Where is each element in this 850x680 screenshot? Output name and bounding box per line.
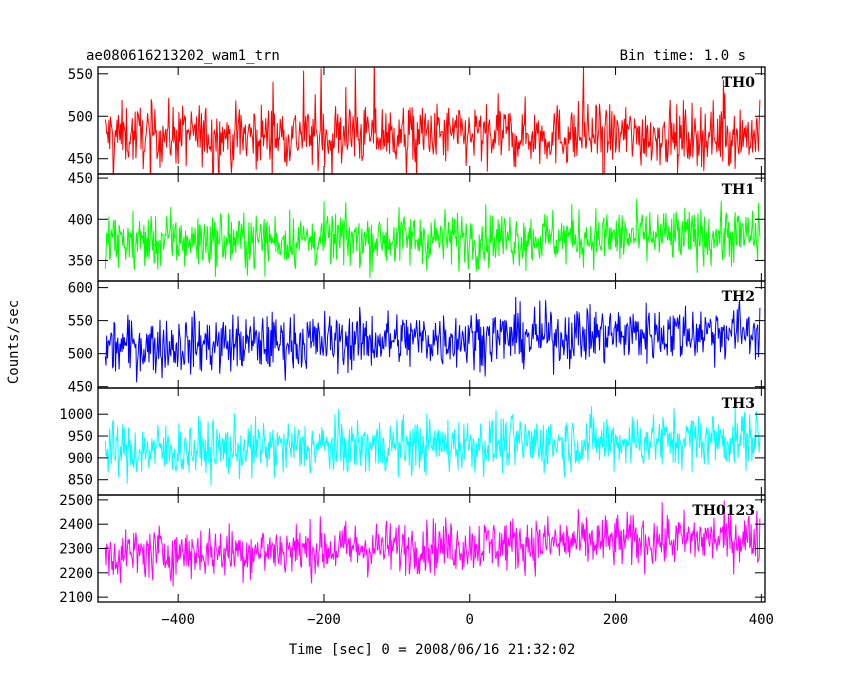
panel-label-th2: TH2 — [722, 289, 755, 305]
y-tick-label-th3: 850 — [68, 473, 93, 489]
panels-group: 450 500 550 TH0 350 400 450 TH1 450 500 550 600 TH2 8… — [59, 66, 774, 628]
x-tick-label: 400 — [749, 612, 774, 628]
y-tick-label-th0123: 2500 — [59, 493, 93, 509]
bin-time-label: Bin time: 1.0 s — [620, 48, 746, 64]
x-tick-label: 0 — [466, 612, 474, 628]
y-tick-label-th2: 600 — [68, 281, 93, 297]
series-line-th3 — [104, 405, 761, 486]
series-line-th2 — [104, 296, 761, 383]
panel-label-th1: TH1 — [722, 182, 755, 198]
series-line-th0123 — [104, 500, 761, 587]
y-tick-label-th3: 900 — [68, 451, 93, 467]
x-tick-label: 200 — [603, 612, 628, 628]
y-tick-label-th2: 500 — [68, 347, 93, 363]
y-tick-label-th0: 550 — [68, 67, 93, 83]
y-tick-label-th2: 450 — [68, 380, 93, 396]
y-tick-label-th2: 550 — [68, 314, 93, 330]
series-line-th1 — [104, 198, 761, 278]
series-line-th0 — [104, 67, 761, 174]
x-tick-label: −200 — [307, 612, 341, 628]
y-tick-label-th0123: 2300 — [59, 542, 93, 558]
y-tick-label-th0: 450 — [68, 152, 93, 168]
y-axis-label: Counts/sec — [6, 300, 22, 384]
panel-label-th0123: TH0123 — [692, 503, 755, 519]
panel-label-th0: TH0 — [722, 75, 756, 91]
y-tick-label-th3: 1000 — [59, 407, 93, 423]
y-tick-label-th0123: 2100 — [59, 590, 93, 606]
y-tick-label-th0: 500 — [68, 109, 93, 125]
y-tick-label-th0123: 2400 — [59, 517, 93, 533]
panel-label-th3: TH3 — [722, 396, 755, 412]
x-axis-label: Time [sec] 0 = 2008/06/16 21:32:02 — [289, 642, 576, 658]
panel-frame-th2 — [97, 280, 766, 389]
x-tick-label: −400 — [161, 612, 195, 628]
y-tick-label-th1: 350 — [68, 253, 93, 269]
chart-title: ae080616213202_wam1_trn — [86, 48, 280, 64]
y-tick-label-th0123: 2200 — [59, 566, 93, 582]
y-tick-label-th1: 450 — [68, 171, 93, 187]
y-tick-label-th1: 400 — [68, 212, 93, 228]
y-tick-label-th3: 950 — [68, 429, 93, 445]
